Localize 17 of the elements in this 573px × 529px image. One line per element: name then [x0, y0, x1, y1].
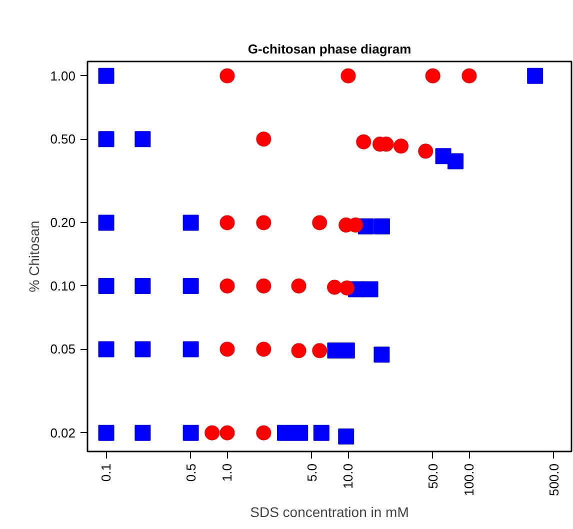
x-tick-label: 1.0 — [220, 463, 235, 482]
x-tick-label: 0.5 — [183, 463, 198, 482]
y-tick-label: 1.00 — [50, 68, 76, 84]
x-tick-label: 50.0 — [425, 463, 440, 489]
x-tick-label: 100.0 — [462, 463, 477, 496]
chart-title: G-chitosan phase diagram — [248, 42, 412, 56]
y-tick-label: 0.05 — [50, 342, 76, 357]
x-tick-label: 0.1 — [98, 463, 114, 482]
x-axis-title: SDS concentration in mM — [250, 504, 409, 520]
x-tick-label: 10.0 — [340, 463, 356, 489]
y-tick-label: 0.10 — [50, 278, 76, 294]
x-tick-label: 5.0 — [304, 463, 320, 482]
y-axis-title: % Chitosan — [26, 220, 42, 292]
x-tick-label: 500.0 — [546, 463, 562, 496]
y-tick-label: 0.20 — [50, 215, 76, 230]
y-tick-label: 0.02 — [50, 425, 76, 440]
y-tick-label: 0.50 — [50, 132, 76, 147]
